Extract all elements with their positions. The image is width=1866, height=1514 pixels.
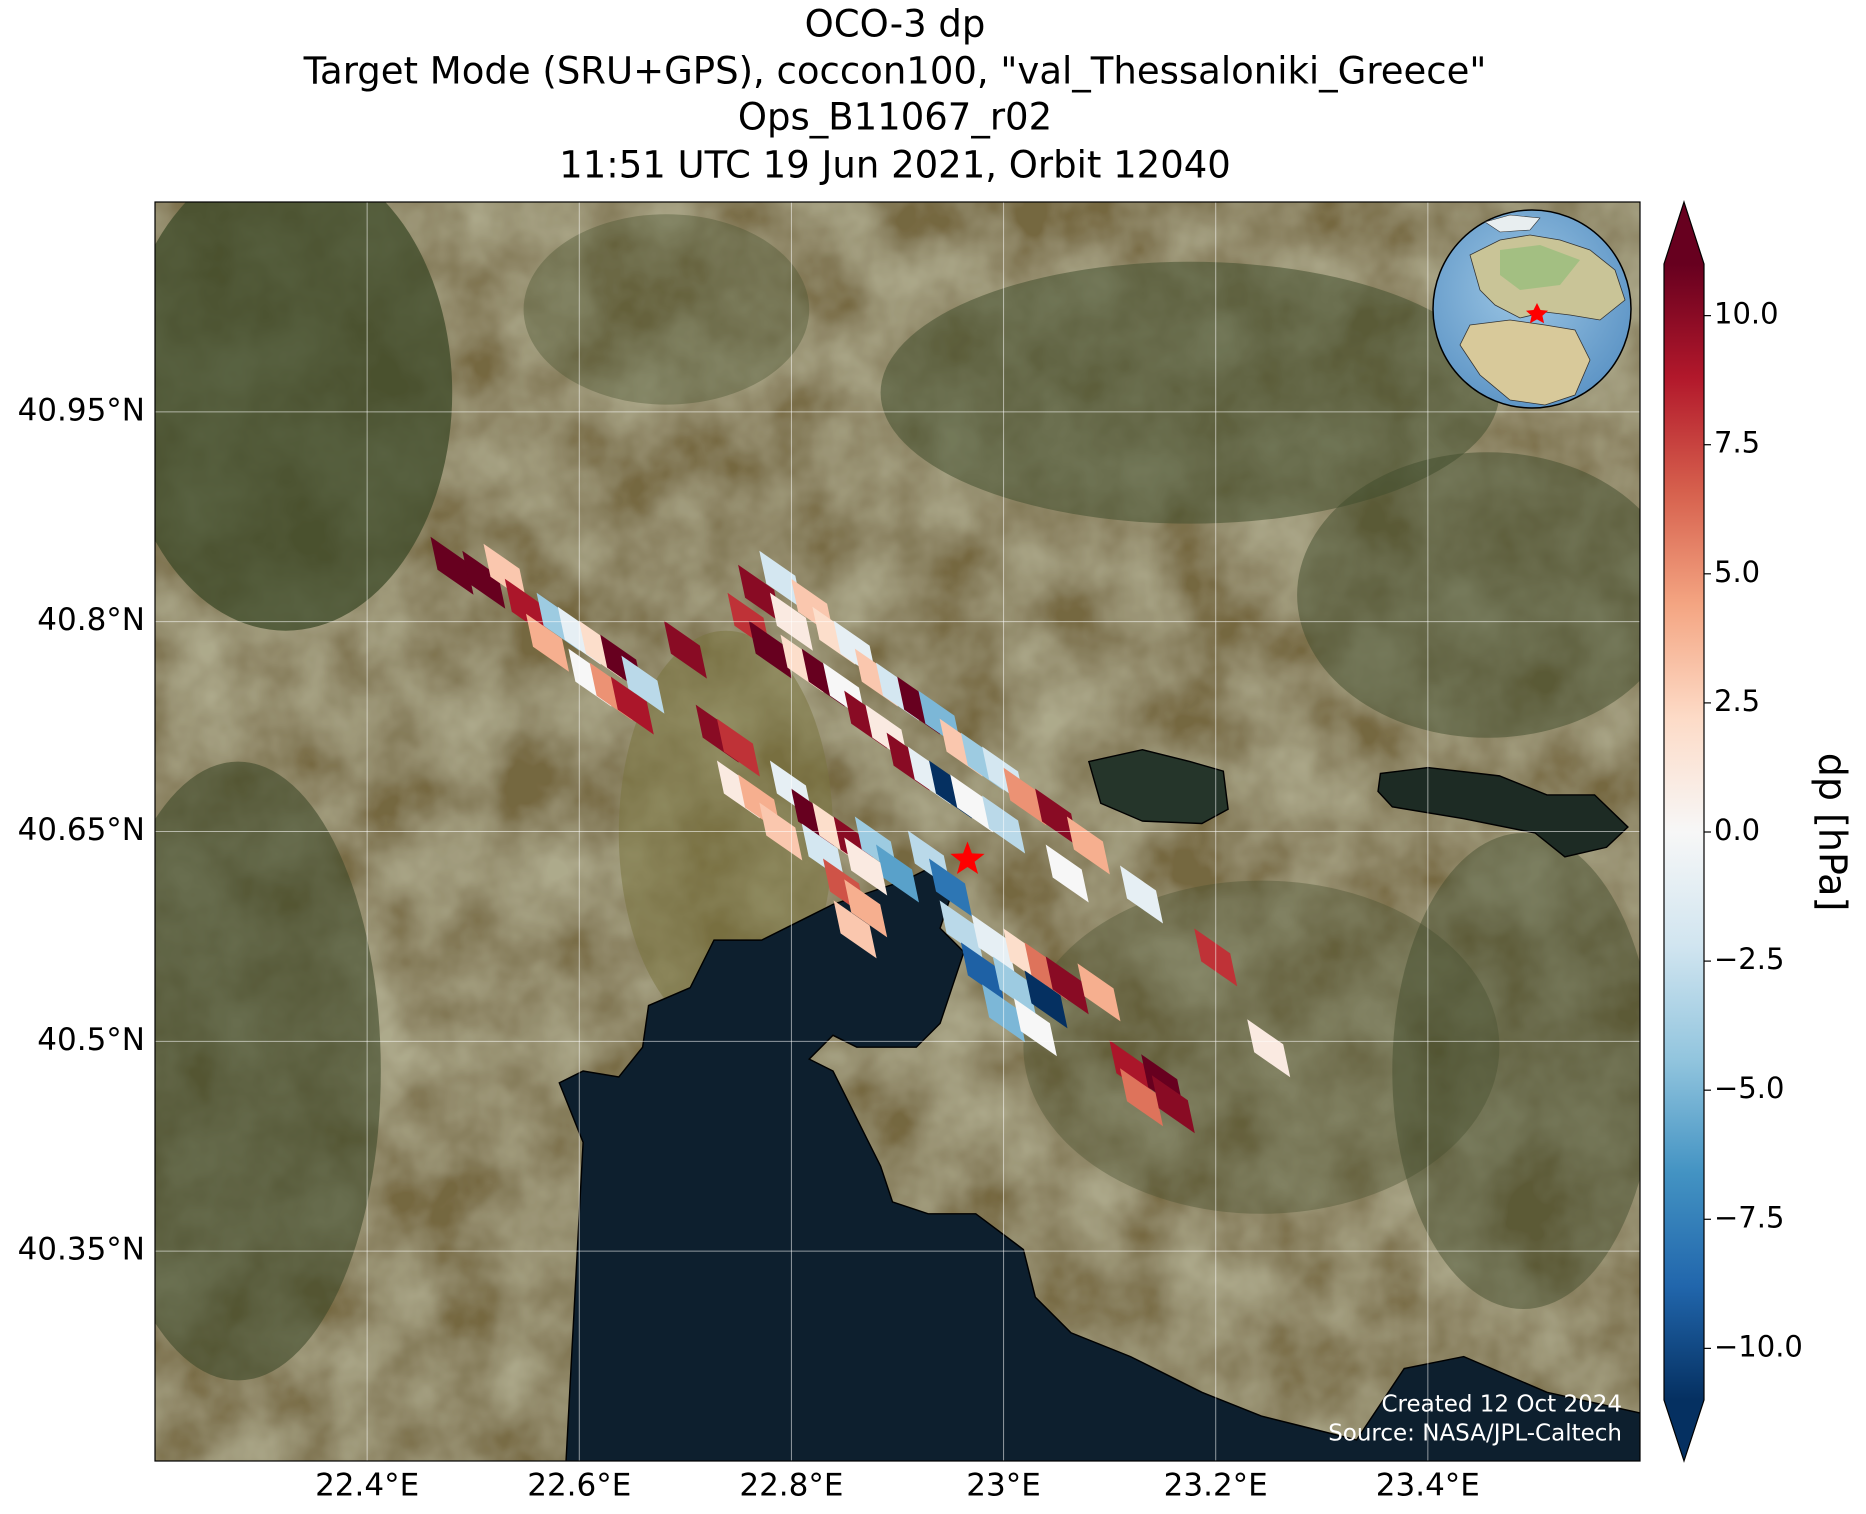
x-tick-label: 23°E <box>966 1468 1041 1504</box>
footprint <box>1077 963 1121 1022</box>
footprint <box>430 536 474 595</box>
footprint <box>1120 1068 1163 1127</box>
x-tick-label: 22.6°E <box>527 1468 631 1504</box>
colorbar-extend-min <box>1664 1400 1704 1461</box>
x-tick-label: 22.8°E <box>739 1468 843 1504</box>
footprint <box>526 613 569 672</box>
y-tick-label: 40.35°N <box>18 1232 145 1268</box>
colorbar-tick-label: 0.0 <box>1714 813 1760 847</box>
footprint <box>939 900 983 959</box>
subtitle: 11:51 UTC 19 Jun 2021, Orbit 12040 <box>559 144 1231 187</box>
map-frame <box>154 201 1641 1462</box>
footprint <box>621 655 665 714</box>
globe-inset <box>1432 209 1632 409</box>
subtitle: Ops_B11067_r02 <box>738 96 1052 139</box>
colorbar: −10.0 −7.5 −5.0 −2.5 0.0 2.5 5.0 7.5 10.0 <box>1663 200 1803 1463</box>
footprint <box>462 550 506 609</box>
footprint <box>929 858 972 917</box>
subtitle: Target Mode (SRU+GPS), coccon100, "val_T… <box>303 50 1487 93</box>
footprint <box>610 676 654 735</box>
lake-volvi <box>1377 766 1629 858</box>
y-tick-label: 40.5°N <box>37 1022 145 1058</box>
footprint <box>1247 1019 1291 1078</box>
colorbar-tick-label: −2.5 <box>1714 942 1784 976</box>
y-tick-label: 40.8°N <box>37 602 145 638</box>
footprint <box>748 620 792 679</box>
footprint <box>716 718 760 777</box>
footprint <box>663 620 707 679</box>
footprint <box>844 837 888 896</box>
colorbar-tick-label: −5.0 <box>1714 1071 1784 1105</box>
y-tick-label: 40.65°N <box>18 812 145 848</box>
footprint <box>1024 970 1068 1029</box>
colorbar-tick-label: 2.5 <box>1714 684 1760 718</box>
lake-koroneia <box>1087 748 1229 825</box>
footprint <box>960 942 1004 1001</box>
title: OCO-3 dp <box>805 3 986 46</box>
colorbar-tick-label: 5.0 <box>1714 555 1760 589</box>
footprint <box>833 900 877 959</box>
footprint <box>876 844 919 903</box>
footprint <box>1045 956 1089 1015</box>
colorbar-extend-max <box>1664 202 1704 264</box>
target-site <box>950 841 985 874</box>
annotation: Source: NASA/JPL-Caltech <box>1328 1421 1622 1447</box>
terrain <box>155 202 1640 1381</box>
x-tick-label: 23.2°E <box>1164 1468 1268 1504</box>
footprint <box>1045 844 1089 903</box>
colorbar-outline <box>1663 200 1705 1463</box>
colorbar-body <box>1664 264 1704 1400</box>
colorbar-tick-label: 10.0 <box>1714 297 1779 331</box>
footprint <box>738 564 782 623</box>
sea <box>558 867 1640 1461</box>
colorbar-tick-label: 7.5 <box>1714 426 1760 460</box>
footprint <box>1120 865 1163 924</box>
x-tick-label: 22.4°E <box>315 1468 419 1504</box>
annotation: Created 12 Oct 2024 <box>1381 1392 1622 1418</box>
x-tick-label: 23.4°E <box>1376 1468 1480 1504</box>
colorbar-label: dp [hPa] <box>1811 753 1855 912</box>
y-tick-label: 40.95°N <box>18 392 145 428</box>
colorbar-tick-label: −7.5 <box>1714 1200 1784 1234</box>
footprint <box>1003 767 1047 826</box>
colorbar-tick-label: −10.0 <box>1714 1329 1803 1363</box>
footprint <box>844 879 888 938</box>
footprint <box>1151 1075 1195 1134</box>
footprint <box>950 774 994 833</box>
basemap <box>155 202 1640 1461</box>
water <box>558 748 1640 1461</box>
grid <box>155 202 1640 1461</box>
